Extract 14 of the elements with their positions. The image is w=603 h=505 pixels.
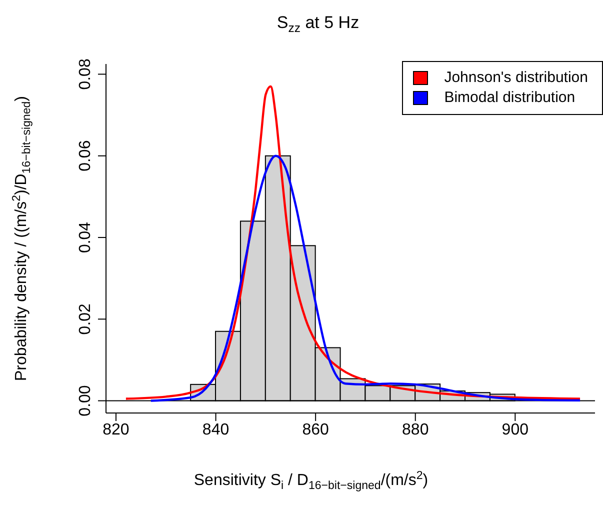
y-tick-label: 0.06: [77, 140, 94, 172]
legend-label: Johnson's distribution: [444, 68, 588, 88]
x-tick-label: 880: [402, 421, 429, 438]
x-axis-title: Sensitivity S$_{i}$ / D$_{16−bit−signed}$/(m/s$^{2}$): [194, 470, 428, 492]
x-tick-label: 840: [202, 421, 230, 438]
legend-label: Bimodal distribution: [444, 88, 576, 108]
y-tick-label: 0.00: [77, 385, 94, 416]
x-tick-label: 860: [302, 421, 330, 438]
y-tick-label: 0.08: [77, 58, 94, 90]
y-tick-label: 0.04: [77, 222, 94, 254]
chart-title: S$_{zz}$ at 5 Hz: [276, 13, 360, 35]
y-tick-label: 0.02: [77, 303, 94, 335]
x-tick-label: 900: [502, 421, 529, 438]
x-tick-label: 820: [102, 421, 130, 438]
